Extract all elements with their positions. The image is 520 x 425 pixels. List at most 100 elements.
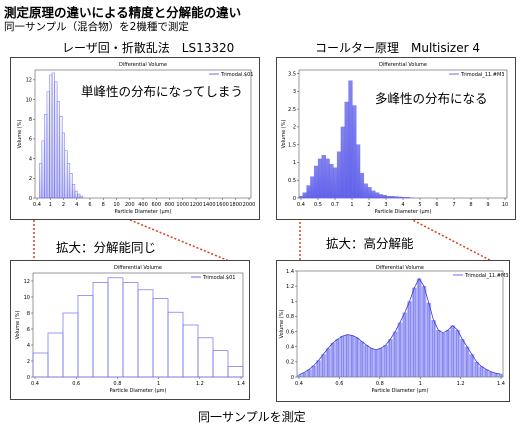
x-tick-label: 3 [384,202,387,208]
y-tick-label: 8 [27,311,30,317]
zoom-callout-right: 拡大：高分解能 [326,236,414,251]
data-bar [469,354,475,377]
y-tick-label: 12 [24,279,30,285]
data-bar [367,187,372,199]
x-tick-label: 10 [113,202,119,208]
y-tick-label: 10 [26,97,32,103]
data-bar [435,330,441,377]
data-bar [152,298,169,378]
data-bar [317,158,323,199]
data-bar [306,185,311,199]
chart-ls-zoom: Differential Volume Trimodal.$01 0 2 4 6 8 10 12… [15,265,245,394]
y-tick-label: 4 [27,343,30,349]
data-bar [227,366,244,378]
annotation-unimodal: 単峰性の分布になってしまう [81,84,243,99]
data-bar [39,163,43,199]
data-bar [349,335,355,377]
legend-label: Trimodal_11.#M3 [460,72,504,78]
data-bar [107,277,124,378]
bottom-caption: 同一サンプルを測定 [198,410,306,424]
x-tick-label: 1 [157,381,160,387]
y-tick-label: 1.4 [286,269,294,275]
data-bar [411,287,417,377]
data-bar [378,348,384,377]
chart-ls-full: Differential VolumeTrimodal.$01024681012… [17,62,255,215]
x-tick-label: 5 [418,202,421,208]
data-bar [314,165,319,199]
chart-title: Differential Volume [119,62,167,68]
legend-label: Trimodal.$01 [220,72,253,78]
data-bar [197,337,214,378]
y-tick-label: 2 [293,125,296,131]
x-tick-label: 1.4 [497,381,505,387]
data-bar [41,140,45,199]
x-tick-label: 10 [502,202,508,208]
y-tick-label: 0 [293,196,296,202]
chart-panel-ls-full: Differential Volume Trimodal.$01 0 2 4 6 8 10 12… [10,57,260,220]
data-bar [49,74,53,199]
data-bar [375,192,380,199]
data-bar [92,282,109,378]
y-tick-label: 0.5 [288,178,296,184]
x-tick-label: 0.8 [113,381,121,387]
data-bar [316,360,321,377]
data-bar [348,80,353,199]
data-bar [483,369,489,377]
x-axis-label: Particle Diameter (μm) [115,209,172,215]
y-tick-label: 3 [293,89,296,95]
data-bar [182,324,199,378]
y-tick-label: 1 [291,299,294,305]
x-tick-label: 2 [62,202,65,208]
x-tick-label: 1 [350,202,353,208]
data-bar [310,176,315,199]
data-bar [77,295,94,378]
data-bar [61,132,65,199]
y-tick-label: 0.2 [286,360,294,366]
chart-title: Differential Volume [376,265,424,271]
chart-title: Differential Volume [379,62,427,68]
data-bar [378,194,384,199]
y-tick-label: 1.2 [286,284,294,290]
data-bar [382,194,387,199]
y-tick-label: 0 [29,196,32,202]
x-tick-label: 600 [151,202,161,208]
data-bar [394,196,399,199]
data-bar [373,349,379,377]
data-bar [330,342,336,377]
data-bar [56,101,60,199]
x-tick-label: 2 [367,202,370,208]
data-bar [474,361,480,377]
y-axis-label: Volume (%) [15,311,21,340]
data-bar [426,302,432,377]
y-axis-label: Volume (%) [279,310,285,339]
right-section-heading: コールター原理 Multisizer 4 [315,41,480,55]
chart-panel-ls-zoom: Differential Volume Trimodal.$01 0 2 4 6 8 10 12… [10,260,250,400]
data-bar [54,81,58,199]
data-bar [455,330,460,377]
x-tick-label: 1600 [216,202,229,208]
y-tick-label: 0.6 [286,329,294,335]
y-tick-label: 4 [29,156,32,162]
chart-title: Differential Volume [114,265,162,271]
x-tick-label: 7 [452,202,455,208]
data-bar [371,190,376,199]
y-tick-label: 2 [27,359,30,365]
data-bar [421,286,427,377]
legend-label: Trimodal.$01 [202,275,235,281]
y-tick-label: 0 [291,375,294,381]
data-bar [325,348,331,377]
data-bar [402,312,408,377]
data-bar [340,336,345,377]
data-bar [445,330,451,377]
data-bar [311,365,317,377]
data-bar [390,196,395,199]
data-bar [355,144,361,199]
x-tick-label: 6 [435,202,438,208]
data-bar [212,350,229,378]
x-tick-label: 0.6 [72,381,80,387]
data-bar [397,196,403,199]
x-tick-label: 6 [88,202,91,208]
data-bar [335,339,341,377]
data-bar [352,105,357,199]
data-bar [479,366,484,377]
